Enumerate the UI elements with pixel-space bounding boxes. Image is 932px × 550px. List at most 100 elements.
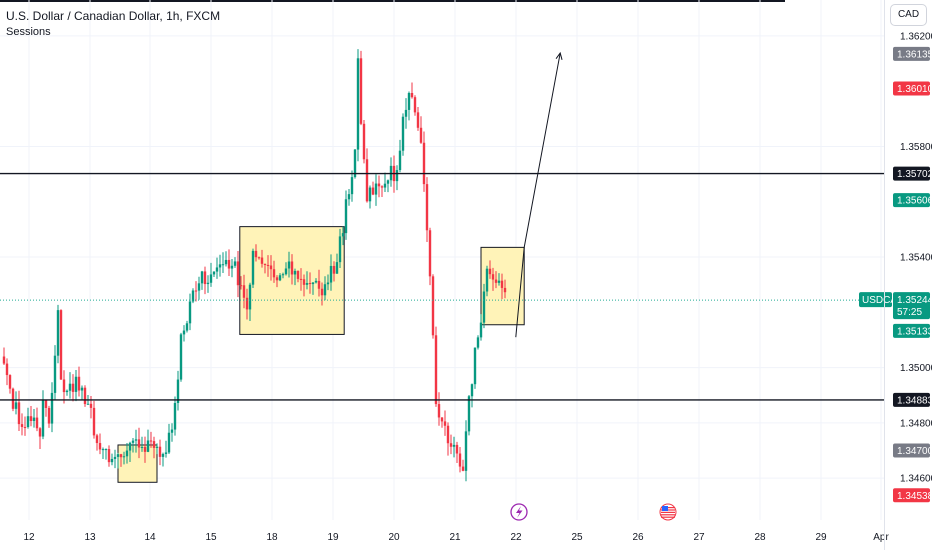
candle-body[interactable] [56, 310, 60, 356]
candle-body[interactable] [71, 383, 75, 392]
candle-body[interactable] [443, 421, 447, 426]
candle-body[interactable] [311, 282, 315, 285]
candle-body[interactable] [371, 187, 375, 195]
candle-body[interactable] [302, 279, 306, 285]
candle-body[interactable] [89, 403, 93, 408]
candle-body[interactable] [482, 291, 486, 323]
indicator-label[interactable]: Sessions [6, 26, 51, 38]
candle-body[interactable] [293, 270, 297, 275]
candle-body[interactable] [398, 150, 402, 171]
candle-body[interactable] [122, 456, 126, 458]
candle-body[interactable] [278, 275, 282, 281]
candle-body[interactable] [350, 177, 354, 195]
currency-button[interactable]: CAD [890, 4, 927, 26]
candle-body[interactable] [188, 301, 192, 324]
candle-body[interactable] [119, 454, 123, 458]
candle-body[interactable] [14, 402, 18, 409]
candle-body[interactable] [368, 187, 372, 202]
candle-body[interactable] [347, 194, 351, 200]
candle-body[interactable] [98, 443, 102, 450]
candle-body[interactable] [170, 429, 174, 433]
candle-body[interactable] [179, 334, 183, 380]
candle-body[interactable] [155, 446, 159, 448]
candle-body[interactable] [131, 440, 135, 443]
candle-body[interactable] [224, 259, 228, 265]
candle-body[interactable] [344, 199, 348, 234]
candle-body[interactable] [257, 257, 261, 259]
candle-body[interactable] [452, 444, 456, 447]
candle-body[interactable] [35, 417, 39, 429]
candle-body[interactable] [200, 271, 204, 284]
candle-body[interactable] [431, 276, 435, 336]
candle-body[interactable] [440, 417, 444, 422]
candle-body[interactable] [134, 439, 138, 441]
candle-body[interactable] [173, 402, 177, 430]
candle-body[interactable] [383, 183, 387, 188]
candle-body[interactable] [146, 440, 150, 452]
candle-body[interactable] [212, 271, 216, 275]
candle-body[interactable] [107, 449, 111, 463]
candle-body[interactable] [47, 407, 51, 424]
candle-body[interactable] [248, 284, 252, 310]
candle-body[interactable] [401, 116, 405, 151]
candle-body[interactable] [491, 274, 495, 280]
candle-body[interactable] [332, 265, 336, 274]
candle-body[interactable] [464, 431, 468, 471]
candle-body[interactable] [254, 250, 258, 258]
candle-body[interactable] [44, 400, 48, 408]
candle-body[interactable] [2, 356, 6, 364]
candle-body[interactable] [419, 127, 423, 143]
candle-body[interactable] [236, 261, 240, 286]
candle-body[interactable] [407, 93, 411, 110]
candle-body[interactable] [374, 183, 378, 195]
candle-body[interactable] [422, 142, 426, 185]
candle-body[interactable] [29, 416, 33, 422]
candle-body[interactable] [26, 416, 30, 428]
candle-body[interactable] [191, 290, 195, 302]
candle-body[interactable] [365, 159, 369, 202]
candle-body[interactable] [446, 425, 450, 444]
candle-body[interactable] [341, 233, 345, 237]
candle-body[interactable] [167, 432, 171, 453]
candle-body[interactable] [281, 274, 285, 276]
candle-body[interactable] [488, 268, 492, 275]
candle-body[interactable] [266, 264, 270, 266]
candle-body[interactable] [140, 446, 144, 448]
candle-body[interactable] [326, 282, 330, 285]
symbol-tag[interactable] [859, 292, 892, 308]
candle-body[interactable] [413, 97, 417, 113]
candle-body[interactable] [251, 250, 255, 285]
candle-body[interactable] [449, 443, 453, 447]
candle-body[interactable] [323, 284, 327, 296]
candle-body[interactable] [101, 449, 105, 451]
candle-body[interactable] [74, 376, 78, 392]
candle-body[interactable] [68, 383, 72, 391]
candle-body[interactable] [152, 441, 156, 448]
candle-body[interactable] [260, 257, 264, 264]
candle-body[interactable] [242, 285, 246, 298]
candle-body[interactable] [149, 440, 153, 442]
candle-body[interactable] [17, 402, 21, 425]
candle-body[interactable] [182, 330, 186, 335]
candle-body[interactable] [305, 283, 309, 285]
candle-body[interactable] [239, 285, 243, 287]
candle-body[interactable] [263, 263, 267, 265]
candle-body[interactable] [317, 280, 321, 289]
candle-body[interactable] [299, 278, 303, 280]
candle-body[interactable] [425, 184, 429, 231]
candle-body[interactable] [62, 379, 66, 393]
candle-body[interactable] [380, 186, 384, 188]
candle-body[interactable] [377, 183, 381, 187]
candle-body[interactable] [458, 453, 462, 467]
candle-body[interactable] [92, 407, 96, 436]
candle-body[interactable] [125, 450, 129, 457]
candle-body[interactable] [485, 268, 489, 292]
candle-body[interactable] [95, 435, 99, 444]
candle-body[interactable] [215, 267, 219, 272]
candle-body[interactable] [455, 444, 459, 454]
candle-body[interactable] [161, 453, 165, 457]
candle-body[interactable] [197, 283, 201, 291]
candle-body[interactable] [290, 261, 294, 275]
candle-body[interactable] [23, 426, 27, 428]
